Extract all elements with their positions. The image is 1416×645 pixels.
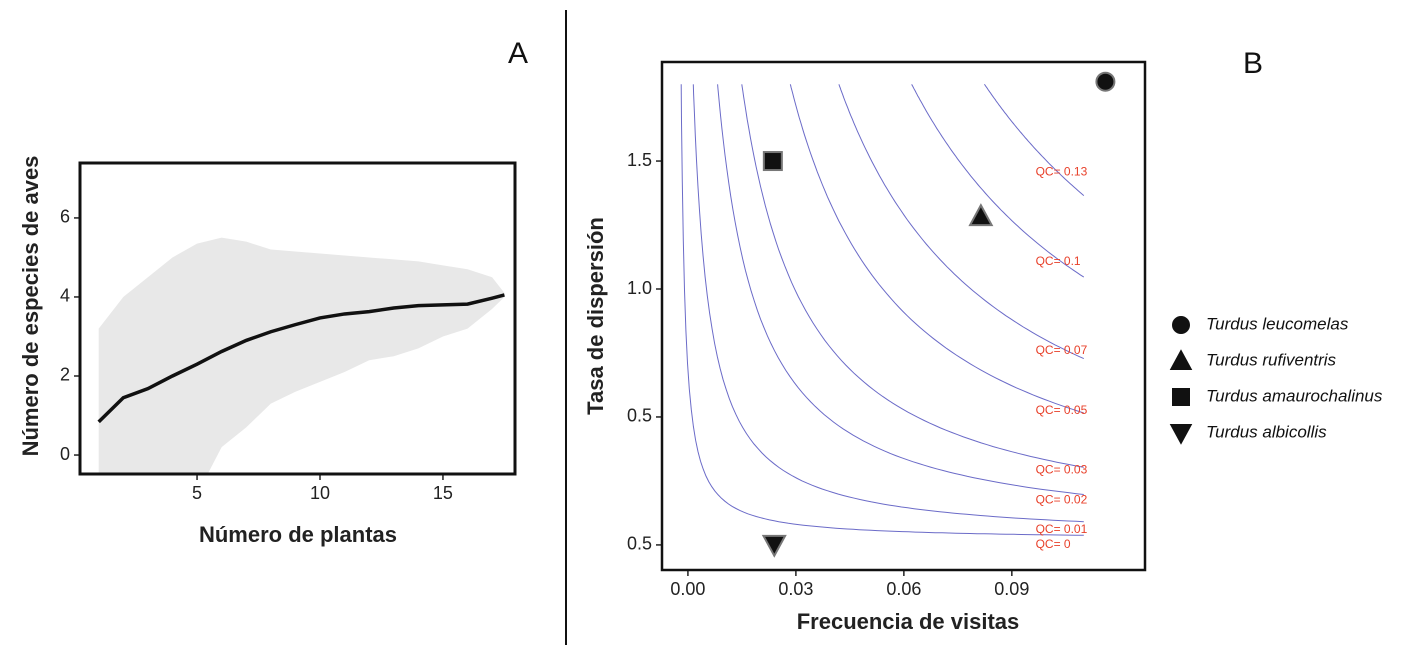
contour-label: QC= 0.05	[1036, 403, 1088, 417]
legend-marker	[1172, 316, 1190, 334]
y-tick-label: 0.5	[627, 406, 652, 426]
contour	[717, 84, 1084, 495]
legend-label: Turdus rufiventris	[1206, 350, 1337, 369]
x-tick-label: 0.00	[670, 579, 705, 599]
panel-label: B	[1243, 47, 1263, 80]
y-tick-label: 1.5	[627, 150, 652, 170]
contour-label: QC= 0.02	[1036, 492, 1088, 506]
contour-label: QC= 0.13	[1036, 164, 1088, 178]
y-tick-label: 6	[60, 207, 70, 227]
legend-label: Turdus amaurochalinus	[1206, 386, 1383, 405]
contour-label: QC= 0.07	[1036, 343, 1088, 357]
y-axis-title: Tasa de dispersión	[583, 217, 608, 415]
contour	[984, 84, 1085, 196]
plot-area	[97, 237, 505, 474]
y-tick-label: 4	[60, 286, 70, 306]
x-tick-label: 0.03	[778, 579, 813, 599]
contour	[741, 84, 1084, 468]
legend-marker	[1169, 349, 1193, 370]
x-tick-label: 10	[310, 483, 330, 503]
y-axis-title: Número de especies de aves	[18, 156, 43, 457]
plot-frame	[78, 161, 517, 476]
contour-label: QC= 0	[1036, 537, 1071, 551]
contour-label: QC= 0.01	[1036, 522, 1088, 536]
x-tick-label: 0.06	[886, 579, 921, 599]
contour	[911, 84, 1085, 278]
contour	[692, 84, 1084, 523]
curve	[97, 293, 505, 424]
contour	[789, 84, 1084, 414]
point	[762, 151, 783, 172]
x-tick-label: 0.09	[994, 579, 1029, 599]
y-tick-label: 1.0	[627, 278, 652, 298]
x-axis-title: Frecuencia de visitas	[797, 609, 1020, 634]
y-tick-label: 2	[60, 365, 70, 385]
y-tick-label: 0.5	[627, 534, 652, 554]
contour-label: QC= 0.03	[1036, 462, 1088, 476]
legend-marker	[1169, 424, 1193, 445]
point	[761, 534, 787, 558]
point	[1095, 71, 1116, 92]
point	[968, 203, 994, 227]
plot-frame	[660, 60, 1147, 572]
y-tick-label: 0	[60, 444, 70, 464]
panel-label: A	[508, 37, 528, 70]
confidence-band	[98, 237, 505, 474]
legend-label: Turdus leucomelas	[1206, 314, 1349, 333]
contour-label: QC= 0.1	[1036, 254, 1081, 268]
contour	[838, 84, 1085, 360]
x-axis-title: Número de plantas	[199, 522, 397, 547]
contour	[680, 84, 1084, 536]
legend-label: Turdus albicollis	[1206, 422, 1327, 441]
x-tick-label: 5	[192, 483, 202, 503]
x-tick-label: 15	[433, 483, 453, 503]
legend-marker	[1172, 388, 1190, 406]
